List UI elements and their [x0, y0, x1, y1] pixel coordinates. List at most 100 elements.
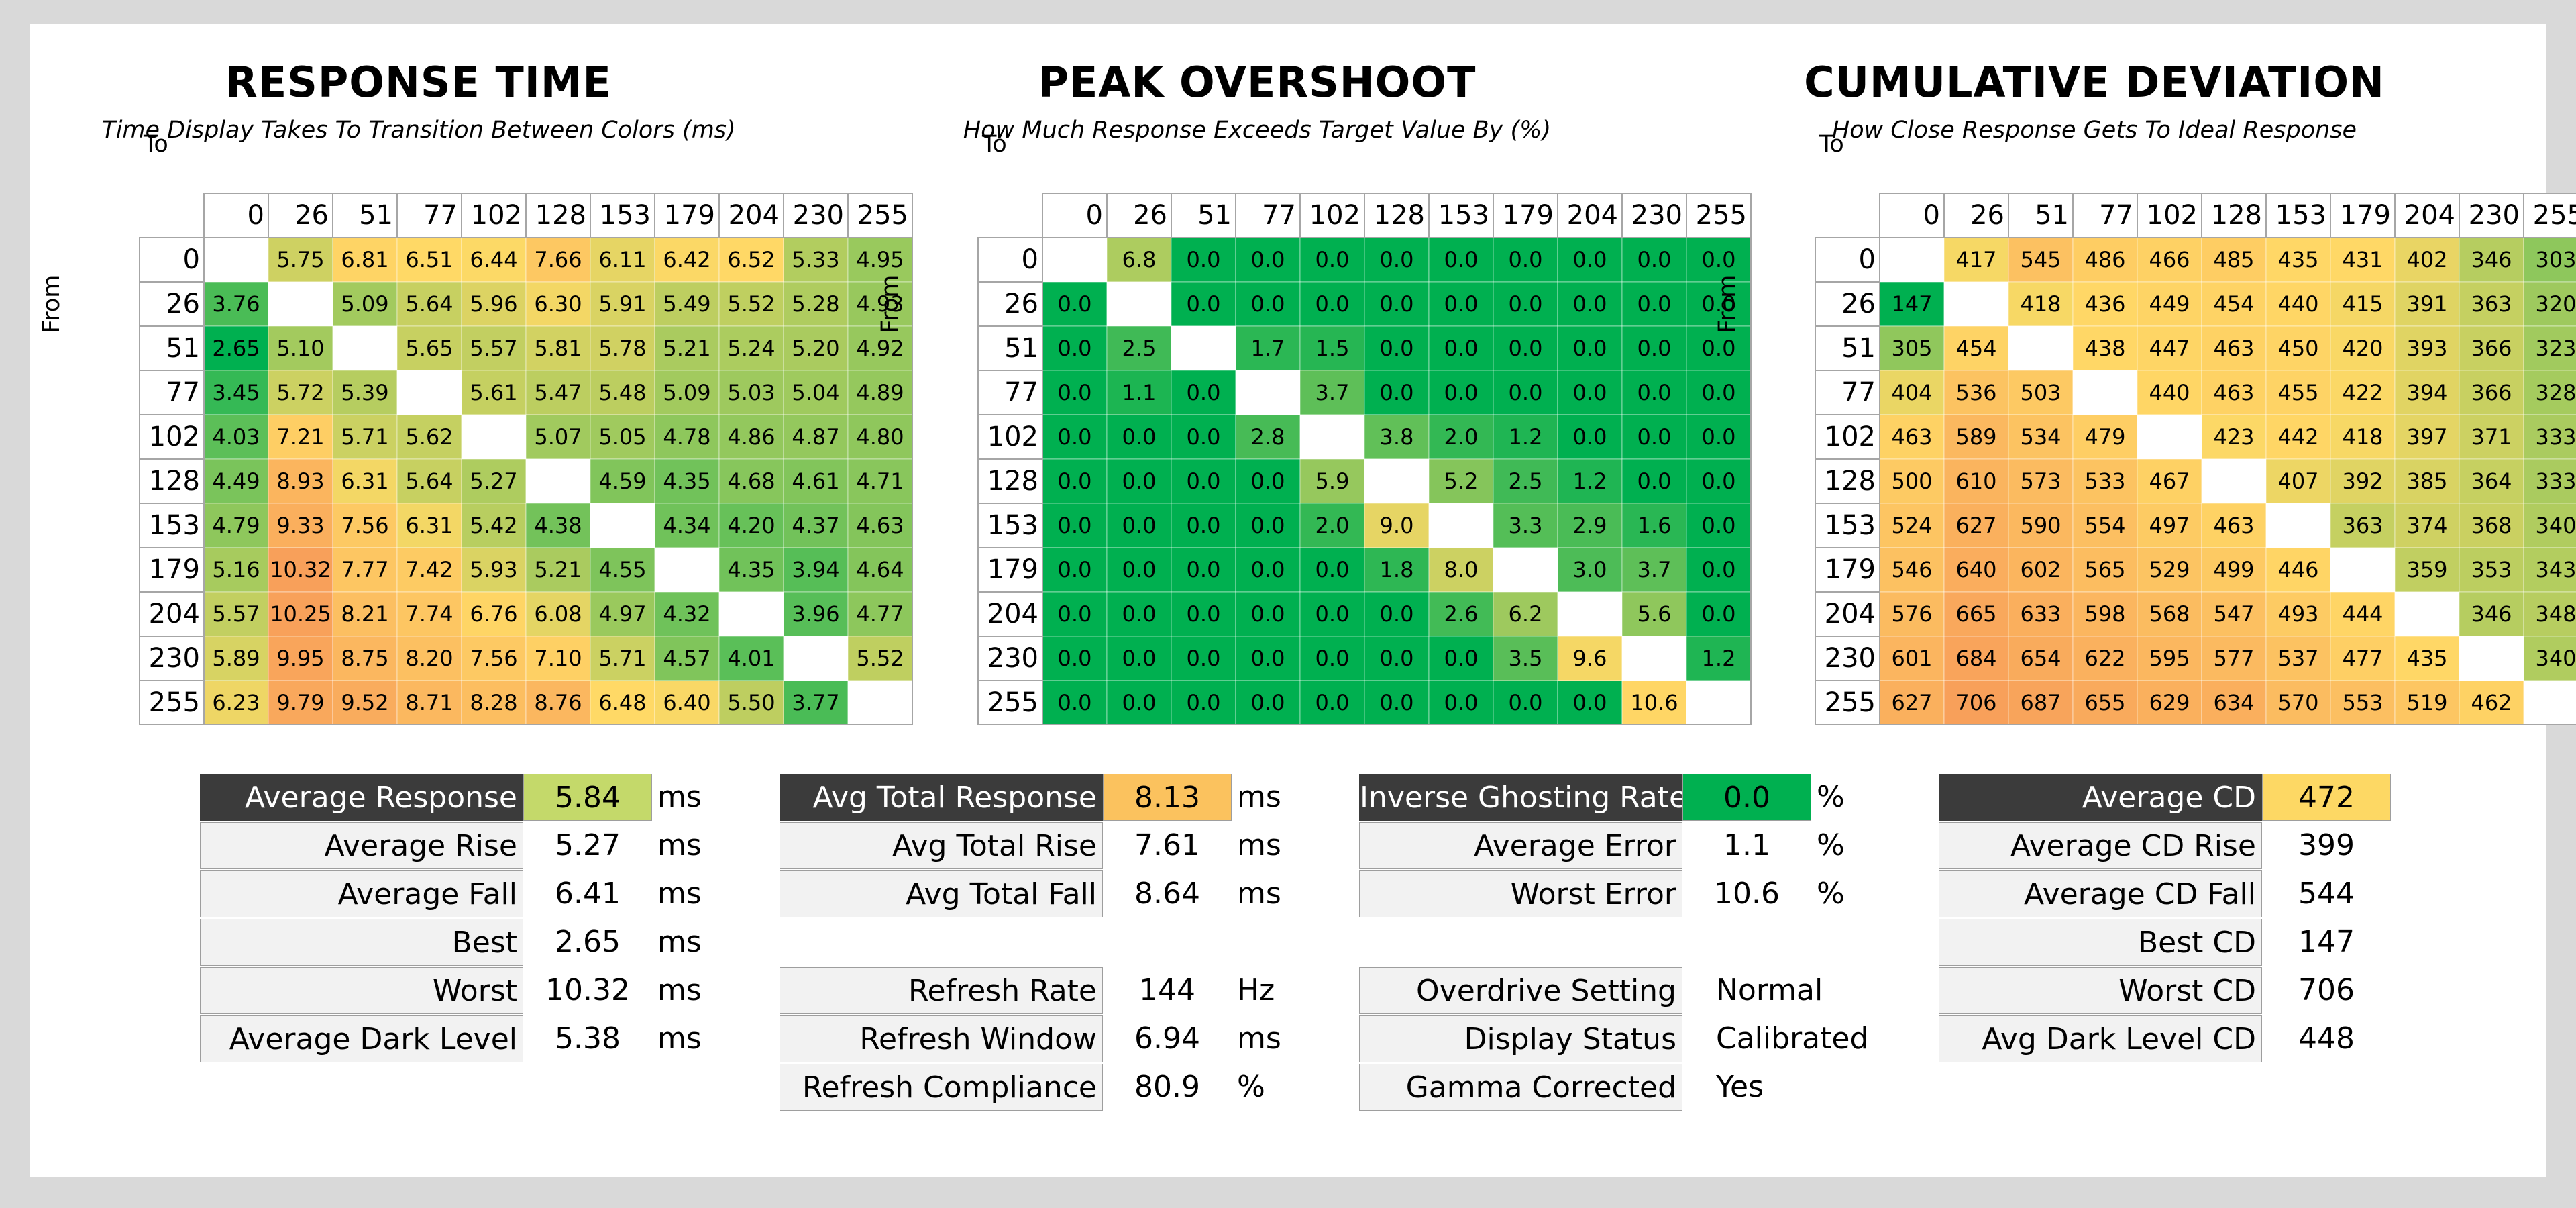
heatmap-cell: [525, 547, 591, 593]
stat-value: 147: [2298, 925, 2355, 959]
heatmap-cell: [2072, 591, 2138, 637]
heatmap-cell: [1364, 237, 1430, 283]
heatmap-cell-value: 0.0: [1573, 424, 1607, 450]
heatmap-cell: [1364, 503, 1430, 548]
row-header-label: 102: [1825, 421, 1876, 452]
heatmap-cell: [1106, 636, 1172, 681]
heatmap-cell: [2265, 458, 2331, 504]
heatmap-cell: [1235, 281, 1301, 327]
heatmap-cell-value: 466: [2149, 247, 2190, 272]
stat-value: 399: [2298, 828, 2355, 862]
heatmap-cell-value: 463: [1891, 424, 1932, 450]
heatmap-cell: [396, 370, 462, 415]
stat-value: Normal: [1716, 973, 1823, 1007]
heatmap-cell: [1879, 237, 1945, 283]
heatmap-cell-value: 449: [2149, 291, 2190, 317]
heatmap-cell-value: 0.0: [1380, 336, 1414, 361]
heatmap-cell: [2459, 325, 2524, 371]
heatmap-cell: [783, 680, 849, 725]
stat-label: Display Status: [1359, 1015, 1682, 1062]
column-header-label: 179: [664, 200, 715, 231]
heatmap-cell-value: 0.0: [1638, 380, 1672, 405]
heatmap-cell: [268, 547, 333, 593]
heatmap-cell-value: 404: [1891, 380, 1932, 405]
stat-row: Avg Total Response 8.13 ms: [780, 774, 1292, 822]
heatmap-cell: [2330, 281, 2396, 327]
heatmap-cell-value: 1.2: [1702, 646, 1736, 671]
heatmap-cell: [718, 414, 784, 460]
heatmap-cell-value: 706: [1955, 690, 1996, 715]
heatmap-cell: [2523, 680, 2576, 725]
row-header-label: 51: [1841, 333, 1876, 364]
column-header-cell: [2072, 193, 2138, 238]
stat-value: 80.9: [1134, 1070, 1200, 1104]
heatmap-cell-value: 5.21: [663, 336, 710, 361]
heatmap-cell: [2265, 414, 2331, 460]
heatmap-cell-value: 0.0: [1058, 291, 1092, 317]
heatmap-cell-value: 3.94: [792, 557, 839, 583]
column-header-label: 77: [1262, 200, 1296, 231]
heatmap-cell: [332, 237, 398, 283]
row-header-cell: [139, 680, 205, 725]
column-header-label: 230: [1631, 200, 1682, 231]
heatmap-cell: [1235, 325, 1301, 371]
heatmap-cell: [1557, 281, 1623, 327]
heatmap-cell-value: 463: [2213, 513, 2254, 538]
row-header-cell: [977, 281, 1043, 327]
heatmap-cell-value: 610: [1955, 468, 1996, 494]
heatmap-cell-value: 5.47: [534, 380, 582, 405]
stat-label: Average CD Rise: [1939, 822, 2262, 869]
heatmap-cell-value: 394: [2406, 380, 2447, 405]
heatmap-cell-value: 6.11: [598, 247, 646, 272]
heatmap-cell-value: 407: [2277, 468, 2318, 494]
heatmap-cell: [525, 458, 591, 504]
heatmap-cell: [268, 237, 333, 283]
row-header-cell: [977, 591, 1043, 637]
heatmap-cell: [1235, 458, 1301, 504]
stat-value: 8.13: [1103, 774, 1232, 821]
heatmap-cell: [718, 458, 784, 504]
heatmap-cell-value: 0.0: [1187, 468, 1221, 494]
heatmap-cell: [1171, 325, 1236, 371]
from-axis-label: From: [1714, 275, 1741, 334]
stat-row: Average Response 5.84 ms: [200, 774, 712, 822]
heatmap-cell-value: 392: [2342, 468, 2383, 494]
stat-label: Inverse Ghosting Rate: [1359, 774, 1687, 821]
heatmap-cell-value: 147: [1891, 291, 1932, 317]
row-header-cell: [139, 414, 205, 460]
heatmap-cell: [203, 503, 269, 548]
heatmap-cell: [590, 237, 655, 283]
heatmap-cell-value: 5.33: [792, 247, 839, 272]
heatmap-cell-value: 5.57: [212, 601, 260, 627]
heatmap-cell: [1943, 636, 2009, 681]
heatmap-cell: [1686, 636, 1752, 681]
heatmap-cell: [847, 414, 913, 460]
column-header-label: 102: [1309, 200, 1360, 231]
heatmap-cell-value: 435: [2406, 646, 2447, 671]
stat-label: Best: [200, 919, 523, 966]
heatmap-cell-value: 393: [2406, 336, 2447, 361]
heatmap-cell-value: 640: [1955, 557, 1996, 583]
heatmap-cell: [1235, 414, 1301, 460]
heatmap-cell: [396, 325, 462, 371]
heatmap-cell: [2459, 414, 2524, 460]
row-header-label: 77: [1004, 377, 1038, 408]
heatmap-cell-value: 0.0: [1444, 291, 1479, 317]
stat-unit: %: [1817, 780, 1845, 814]
heatmap-cell: [2008, 458, 2074, 504]
heatmap-cell-value: 2.65: [212, 336, 260, 361]
grid-border: [1879, 237, 2576, 725]
heatmap-cell-value: 568: [2149, 601, 2190, 627]
heatmap-cell-value: 415: [2342, 291, 2383, 317]
column-header-cell: [2201, 193, 2267, 238]
heatmap-cell: [2008, 503, 2074, 548]
heatmap-cell: [2201, 680, 2267, 725]
heatmap-cell-value: 6.44: [470, 247, 517, 272]
heatmap-cell: [654, 281, 720, 327]
row-header-label: 179: [1825, 554, 1876, 585]
stat-unit: ms: [1237, 828, 1281, 862]
heatmap-cell-value: 0.0: [1058, 601, 1092, 627]
heatmap-cell-value: 1.2: [1573, 468, 1607, 494]
heatmap-cell: [654, 636, 720, 681]
heatmap-cell-value: 536: [1955, 380, 1996, 405]
